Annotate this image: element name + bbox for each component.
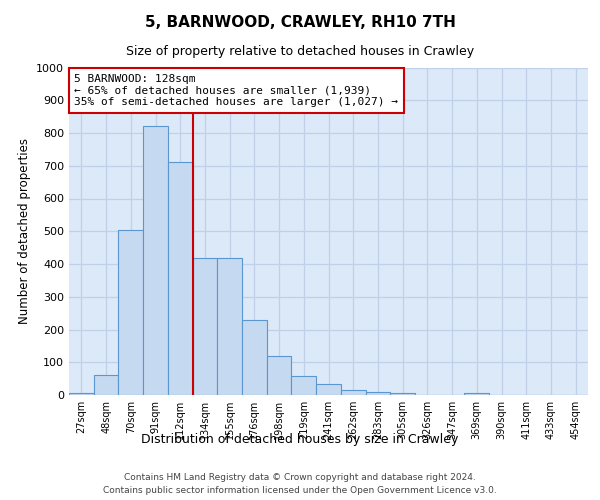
Bar [143,126,168,395]
Bar [69,392,94,395]
Bar [217,258,242,395]
Bar [242,320,267,395]
Bar [118,230,143,395]
Text: 5, BARNWOOD, CRAWLEY, RH10 7TH: 5, BARNWOOD, CRAWLEY, RH10 7TH [145,15,455,30]
Bar [168,162,193,395]
Text: Contains HM Land Registry data © Crown copyright and database right 2024.: Contains HM Land Registry data © Crown c… [124,472,476,482]
Bar [292,376,316,395]
Bar [341,390,365,395]
Text: 5 BARNWOOD: 128sqm
← 65% of detached houses are smaller (1,939)
35% of semi-deta: 5 BARNWOOD: 128sqm ← 65% of detached hou… [74,74,398,108]
Bar [464,394,489,395]
Bar [365,392,390,395]
Text: Contains public sector information licensed under the Open Government Licence v3: Contains public sector information licen… [103,486,497,495]
Text: Size of property relative to detached houses in Crawley: Size of property relative to detached ho… [126,45,474,58]
Bar [316,384,341,395]
Bar [94,374,118,395]
Bar [267,356,292,395]
Bar [193,258,217,395]
Bar [390,394,415,395]
Y-axis label: Number of detached properties: Number of detached properties [17,138,31,324]
Text: Distribution of detached houses by size in Crawley: Distribution of detached houses by size … [142,432,458,446]
